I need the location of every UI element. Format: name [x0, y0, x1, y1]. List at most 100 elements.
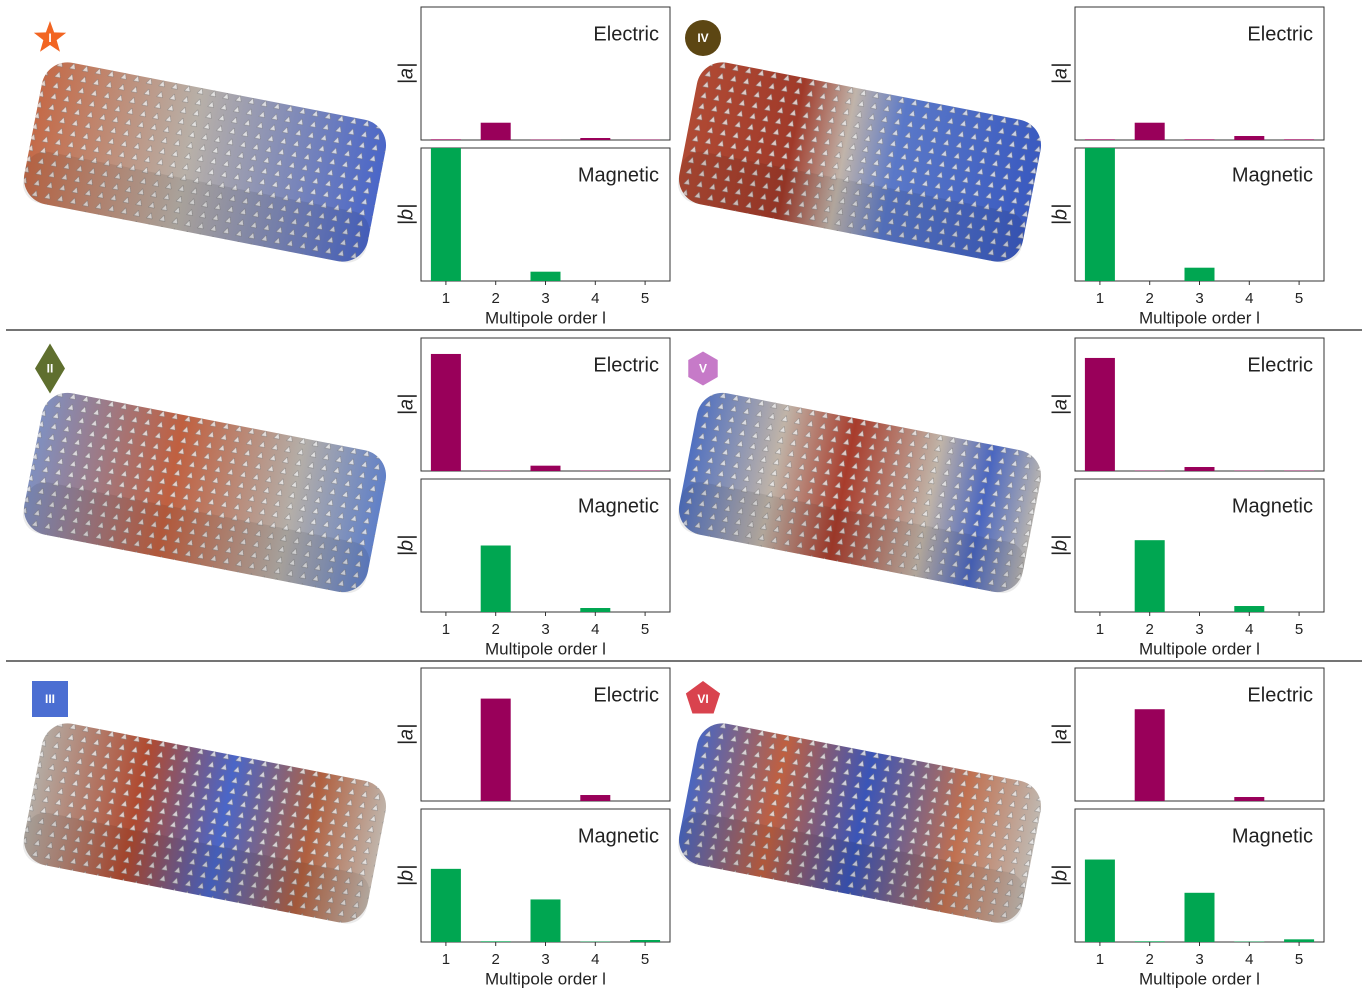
chart-title: Magnetic — [578, 495, 659, 517]
plot-frame — [1074, 667, 1325, 802]
chart-title: Electric — [1247, 354, 1313, 376]
x-axis-label: Multipole order l — [1139, 639, 1260, 658]
cylinder-shade — [22, 812, 370, 924]
x-axis-label: Multipole order l — [1139, 308, 1260, 327]
panel-marker — [32, 681, 68, 717]
bar — [480, 545, 511, 612]
panel-label: II — [47, 362, 54, 376]
chart-title: Magnetic — [1232, 495, 1313, 517]
y-axis-label: |b| — [1049, 204, 1071, 226]
bar — [630, 940, 661, 942]
chart-title: Magnetic — [578, 825, 659, 847]
chart-title: Magnetic — [578, 164, 659, 186]
cylinder — [22, 723, 387, 924]
cylinder — [677, 392, 1042, 594]
x-tick-label: 4 — [591, 951, 599, 968]
bar — [530, 271, 561, 281]
bar — [430, 353, 461, 471]
x-tick-label: 5 — [1295, 290, 1303, 307]
cylinder-shade — [677, 812, 1025, 924]
x-tick-label: 2 — [492, 951, 500, 968]
bar — [1284, 139, 1315, 140]
x-tick-label: 3 — [1195, 621, 1203, 638]
bar — [480, 698, 511, 801]
cylinder-shade — [22, 482, 370, 594]
bar — [530, 465, 561, 471]
cylinder-arrows — [23, 62, 387, 262]
y-axis-label: |a| — [395, 394, 417, 416]
bar — [1134, 122, 1165, 140]
y-axis-label: |b| — [395, 865, 417, 887]
chart-title: Electric — [593, 23, 659, 45]
bar — [530, 899, 561, 942]
x-tick-label: 2 — [1146, 621, 1154, 638]
bar — [1184, 139, 1215, 140]
x-axis-label: Multipole order l — [1139, 969, 1260, 988]
x-tick-label: 5 — [641, 290, 649, 307]
x-tick-label: 3 — [541, 951, 549, 968]
cylinder — [677, 62, 1042, 263]
x-tick-label: 1 — [1096, 621, 1104, 638]
bar — [1084, 357, 1115, 471]
cylinder-shade — [22, 151, 370, 263]
bar — [1134, 709, 1165, 801]
y-axis-label: |b| — [1049, 865, 1071, 887]
x-tick-label: 5 — [641, 621, 649, 638]
y-axis-label: |a| — [395, 724, 417, 746]
bar — [1134, 941, 1165, 942]
x-tick-label: 5 — [1295, 951, 1303, 968]
bar — [1184, 267, 1215, 281]
bar — [1234, 606, 1265, 612]
x-tick-label: 3 — [1195, 951, 1203, 968]
x-axis-label: Multipole order l — [485, 639, 606, 658]
x-tick-label: 4 — [1245, 290, 1253, 307]
x-axis-label: Multipole order l — [485, 969, 606, 988]
x-tick-label: 1 — [442, 951, 450, 968]
x-tick-label: 1 — [442, 621, 450, 638]
y-axis-label: |a| — [1049, 724, 1071, 746]
bar — [430, 148, 461, 281]
cylinder-shade — [677, 151, 1025, 263]
y-axis-label: |b| — [1049, 535, 1071, 557]
bar — [480, 122, 511, 140]
y-axis-label: |a| — [1049, 63, 1071, 85]
x-tick-label: 2 — [492, 290, 500, 307]
cylinder-arrows — [678, 62, 1042, 262]
panel-marker — [685, 20, 721, 56]
panel-label: I — [48, 31, 51, 45]
chart-title: Magnetic — [1232, 825, 1313, 847]
chart-title: Electric — [1247, 23, 1313, 45]
plot-frame — [420, 667, 671, 802]
chart-title: Magnetic — [1232, 164, 1313, 186]
x-tick-label: 2 — [1146, 290, 1154, 307]
y-axis-label: |a| — [395, 63, 417, 85]
panel-marker — [33, 21, 67, 52]
x-axis-label: Multipole order l — [485, 308, 606, 327]
chart-title: Electric — [1247, 684, 1313, 706]
x-tick-label: 2 — [492, 621, 500, 638]
bar — [1084, 139, 1115, 140]
bar — [580, 608, 611, 612]
panel-label: V — [699, 362, 707, 376]
cylinder-arrows — [678, 392, 1042, 593]
x-tick-label: 4 — [1245, 621, 1253, 638]
bar — [480, 941, 511, 942]
cylinder-shade — [677, 482, 1025, 594]
y-axis-label: |b| — [395, 204, 417, 226]
cylinder-arrows — [678, 723, 1042, 923]
chart-title: Electric — [593, 354, 659, 376]
bar — [580, 138, 611, 140]
bar — [1084, 859, 1115, 942]
x-tick-label: 4 — [1245, 951, 1253, 968]
bar — [1234, 136, 1265, 140]
cylinder-arrows — [23, 723, 387, 923]
cylinder — [22, 62, 387, 263]
panel-marker — [35, 343, 65, 394]
cylinder — [677, 723, 1042, 924]
panel-label: III — [45, 692, 55, 706]
chart-title: Electric — [593, 684, 659, 706]
cylinder-arrows — [23, 392, 387, 593]
bar — [1084, 148, 1115, 281]
x-tick-label: 1 — [1096, 951, 1104, 968]
bar — [1134, 540, 1165, 612]
